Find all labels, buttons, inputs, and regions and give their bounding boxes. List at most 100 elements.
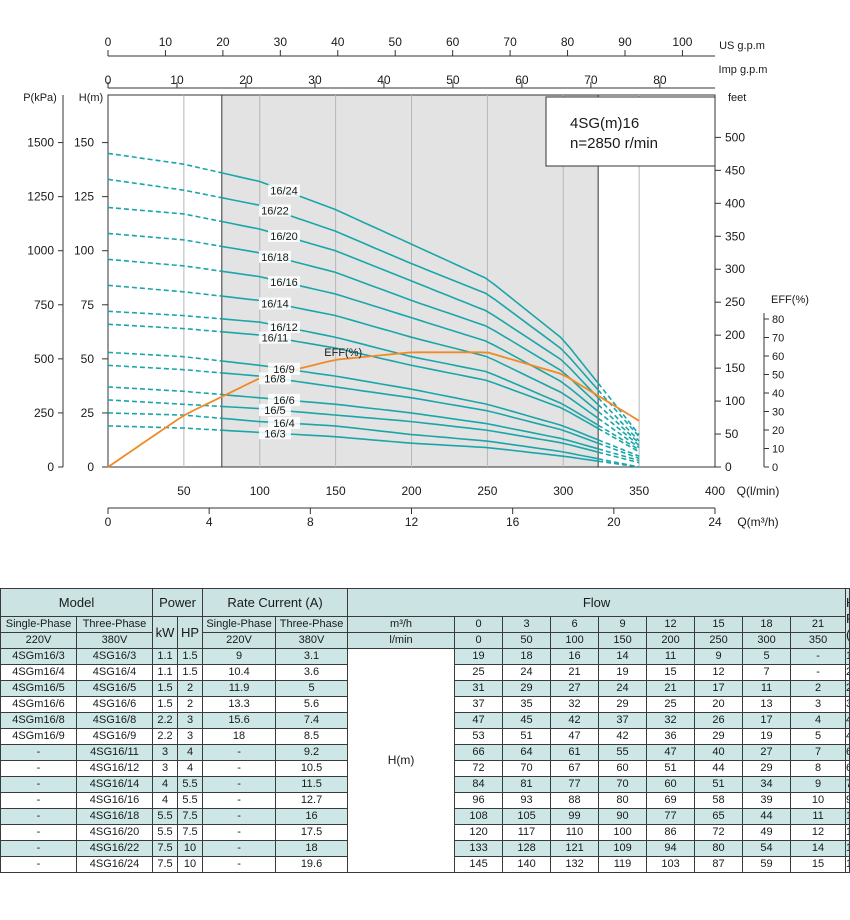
feet-tick-label: 50 (725, 427, 739, 441)
current-single-cell: 11.9 (202, 680, 277, 697)
head-value-cell: 54 (742, 840, 792, 857)
curve-label-bg (258, 403, 291, 416)
head-value-cell: 61 (550, 744, 600, 761)
model-three-cell: 4SG16/14 (75, 776, 154, 793)
head-value-cell: 55 (598, 744, 648, 761)
power-header: Power (152, 588, 204, 617)
curve-label-bg (268, 416, 301, 429)
us-gpm-axis-tick-label: 60 (446, 35, 460, 49)
flow-m3h-cell: 9 (598, 616, 648, 633)
m3h-axis-label: Q(m³/h) (737, 515, 778, 529)
head-value-cell: 128 (502, 840, 552, 857)
head-value-cell: 24 (598, 680, 648, 697)
m3h-tick-label: 24 (708, 515, 722, 529)
curve-16-22-dashed-end (597, 389, 640, 438)
hp-cell: 7.5 (177, 808, 204, 825)
current-three-cell: 3.6 (275, 664, 349, 681)
kw-cell: 3 (152, 744, 179, 761)
imp-gpm-axis-tick-label: 50 (446, 73, 460, 87)
m3h-tick-label: 12 (405, 515, 419, 529)
current-three-cell: 5 (275, 680, 349, 697)
kw-cell: 1.5 (152, 696, 179, 713)
head-range-cell: 62~19 (845, 744, 850, 761)
head-value-cell: 93 (502, 792, 552, 809)
head-value-cell: 42 (550, 712, 600, 729)
kw-cell: 7.5 (152, 856, 179, 873)
kw-cell: 1.1 (152, 664, 179, 681)
model-three-cell: 4SG16/8 (75, 712, 154, 729)
head-value-cell: 109 (598, 840, 648, 857)
hp-cell: 4 (177, 760, 204, 777)
us-gpm-axis-tick-label: 30 (274, 35, 288, 49)
head-axis-label: H(m) (79, 92, 103, 104)
head-value-cell: 24 (502, 664, 552, 681)
current-single-header: Single-Phase (202, 616, 277, 633)
head-value-cell: 44 (694, 760, 744, 777)
flow-m3h-cell: 21 (790, 616, 847, 633)
hp-cell: 5.5 (177, 792, 204, 809)
model-single-cell: - (0, 792, 77, 809)
head-value-cell: 88 (550, 792, 600, 809)
head-value-cell: 18 (502, 648, 552, 665)
head-value-cell: 70 (598, 776, 648, 793)
flow-lmin-cell: 350 (790, 632, 847, 649)
current-header: Rate Current (A) (202, 588, 349, 617)
curve-label: 16/3 (264, 428, 285, 440)
imp-gpm-axis-tick-label: 10 (170, 73, 184, 87)
head-range-cell: 125~35 (845, 840, 850, 857)
head-value-cell: 10 (790, 792, 847, 809)
model-three-cell: 4SG16/22 (75, 840, 154, 857)
head-value-cell: 86 (646, 824, 696, 841)
current-three-cell: 16 (275, 808, 349, 825)
flow-header: Flow (347, 588, 847, 617)
hp-cell: 1.5 (177, 664, 204, 681)
curve-label-bg (258, 250, 291, 263)
flow-m3h-cell: 12 (646, 616, 696, 633)
model-three-cell: 4SG16/16 (75, 792, 154, 809)
head-range-cell: 34~8 (845, 696, 850, 713)
head-value-cell: 72 (454, 760, 504, 777)
head-value-cell: 60 (598, 760, 648, 777)
model-single-cell: - (0, 808, 77, 825)
us-gpm-axis-tick-label: 10 (159, 35, 173, 49)
head-value-cell: 65 (694, 808, 744, 825)
curve-label-bg (268, 184, 301, 197)
curve-label: 16/11 (262, 333, 289, 345)
head-value-cell: 7 (790, 744, 847, 761)
model-single-cell: - (0, 840, 77, 857)
head-value-cell: 132 (550, 856, 600, 873)
head-value-cell: 90 (598, 808, 648, 825)
head-value-cell: 51 (694, 776, 744, 793)
flow-lmin-cell: 300 (742, 632, 792, 649)
hp-cell: 2 (177, 680, 204, 697)
pressure-tick-label: 500 (34, 352, 54, 366)
curve-16-5-dashed-end (598, 451, 640, 464)
head-value-cell: 42 (598, 728, 648, 745)
model-header: Model (0, 588, 154, 617)
current-single-cell: - (202, 744, 277, 761)
hp-cell: 7.5 (177, 824, 204, 841)
flow-m3h-cell: 18 (742, 616, 792, 633)
model-three-cell: 4SG16/18 (75, 808, 154, 825)
head-value-cell: 145 (454, 856, 504, 873)
hp-cell: 3 (177, 728, 204, 745)
head-value-cell: 47 (454, 712, 504, 729)
head-value-cell: 37 (454, 696, 504, 713)
current-three-cell: 17.5 (275, 824, 349, 841)
kw-header: kW (152, 616, 179, 649)
head-value-cell: 84 (454, 776, 504, 793)
head-value-cell: 11 (790, 808, 847, 825)
head-value-cell: 17 (694, 680, 744, 697)
head-value-cell: 17 (742, 712, 792, 729)
head-value-cell: 94 (646, 840, 696, 857)
flow-lmin-cell: 0 (454, 632, 504, 649)
us-gpm-axis-tick-label: 20 (216, 35, 230, 49)
chart-subtitle: n=2850 r/min (570, 135, 658, 152)
curve-16-18-dashed-start (107, 232, 222, 248)
head-value-cell: 21 (550, 664, 600, 681)
table-row: -4SG16/227.510-1813312812110994805414125… (0, 840, 850, 857)
lmin-tick-label: 400 (705, 484, 725, 498)
head-value-cell: 14 (790, 840, 847, 857)
hp-cell: 2 (177, 696, 204, 713)
head-range-cell: 114~32 (845, 824, 850, 841)
